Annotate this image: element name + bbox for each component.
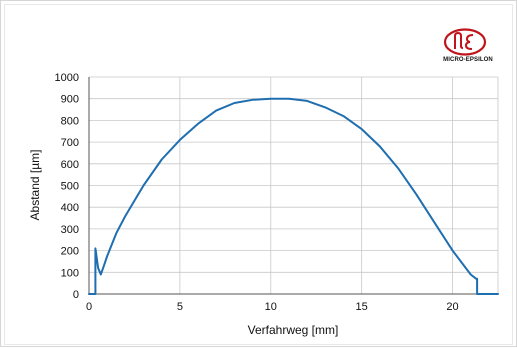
series-line (88, 97, 499, 295)
y-tick-label: 100 (61, 267, 79, 279)
y-tick-label: 600 (61, 159, 79, 171)
y-tick-label: 500 (61, 181, 79, 193)
x-tick-label: 20 (446, 301, 458, 313)
series-group (88, 97, 499, 295)
y-tick-labels: 0 100 200 300 400 500 600 700 800 900 1000 (55, 72, 79, 301)
micro-epsilon-logo-mark (443, 28, 487, 56)
y-tick-label: 900 (61, 94, 79, 106)
x-tick-label: 10 (265, 301, 277, 313)
y-tick-label: 400 (61, 202, 79, 214)
x-tick-labels: 0 5 10 15 20 (86, 301, 459, 313)
y-tick-label: 200 (61, 246, 79, 258)
y-tick-label: 300 (61, 224, 79, 236)
axes (88, 77, 498, 295)
brand-name: MICRO-EPSILON (443, 57, 493, 63)
x-tick-label: 5 (177, 301, 183, 313)
x-tick-label: 0 (86, 301, 92, 313)
y-tick-label: 700 (61, 137, 79, 149)
logo: MICRO-EPSILON (435, 28, 505, 76)
x-axis-label: Verfahrweg [mm] (248, 323, 339, 337)
y-tick-label: 0 (73, 289, 79, 301)
y-tick-label: 800 (61, 115, 79, 127)
grid (88, 76, 499, 294)
y-tick-label: 1000 (55, 72, 79, 84)
x-tick-label: 15 (356, 301, 368, 313)
y-axis-label: Abstand [µm] (28, 150, 42, 221)
